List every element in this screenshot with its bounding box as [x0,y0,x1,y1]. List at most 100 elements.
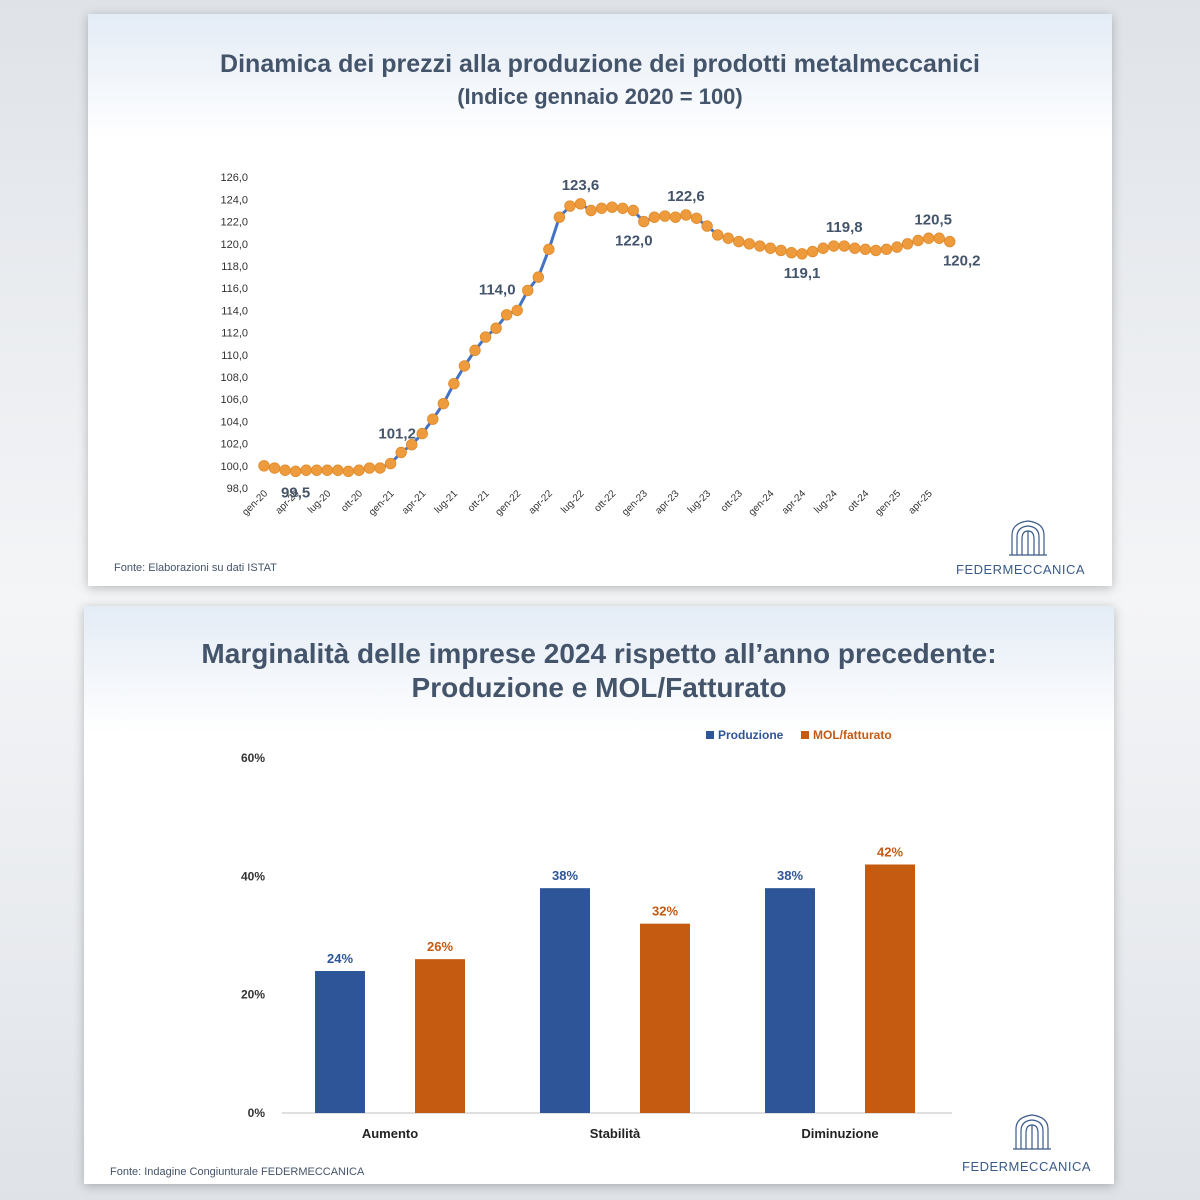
data-point [701,220,713,232]
data-point [311,464,323,476]
bar-value-label: 24% [327,951,353,966]
data-point [300,464,312,476]
bar-value-label: 38% [552,868,578,883]
data-point [342,465,355,478]
data-point [754,240,766,252]
legend-label: Produzione [718,728,784,742]
x-tick-label: gen-21 [367,488,397,518]
data-point [796,248,808,260]
data-point [595,202,608,214]
data-label: 122,6 [667,188,705,205]
margins-slide: Marginalità delle imprese 2024 rispetto … [84,606,1114,1184]
bar-chart-title: Marginalità delle imprese 2024 rispetto … [201,638,997,669]
brand-name: FEDERMECCANICA [962,1159,1092,1174]
data-point [859,243,872,256]
data-point [617,202,629,214]
data-point [406,439,418,451]
data-point [574,198,587,210]
data-label: 119,8 [826,219,863,236]
data-point [891,241,903,253]
price-index-line-chart: 98,0 100,0 102,0 104,0 106,0 108,0 110,0 112,0 1… [220,172,981,518]
y-tick-label: 20% [241,988,265,1002]
legend-label: MOL/fatturato [813,728,892,742]
bar-value-label: 38% [777,868,803,883]
data-point [458,360,471,372]
data-label: 120,5 [914,211,952,228]
data-point [838,240,850,252]
bar-produzione [315,971,365,1113]
price-index-slide: Dinamica dei prezzi alla produzione dei … [88,14,1112,586]
data-point [279,464,291,476]
y-tick-label: 106,0 [220,394,248,406]
data-point [733,235,745,248]
x-tick-label: lug-22 [559,488,587,516]
data-label: 99,5 [281,484,310,501]
category-label: Stabilità [590,1126,641,1141]
data-point [564,200,576,212]
data-point [690,212,703,224]
y-tick-label: 104,0 [220,416,248,428]
data-point [553,211,566,223]
data-point [627,204,639,217]
margins-bar-chart: 0% 20% 40% 60% 24% 38% 38% 26% 32% 42% Aumento Stab… [241,728,952,1141]
data-label: 120,2 [943,253,981,270]
data-point [321,464,334,476]
x-tick-label: ott-21 [466,488,492,514]
data-point [775,244,787,257]
data-point [638,215,650,228]
y-tick-label: 100,0 [220,461,248,473]
x-tick-label: apr-24 [780,488,809,517]
x-tick-label: gen-24 [747,488,777,518]
data-label: 122,0 [615,233,653,250]
x-tick-label: ott-24 [846,488,872,514]
data-point [743,238,756,250]
data-point [268,462,281,474]
x-tick-label: gen-22 [494,488,524,518]
x-tick-label: lug-24 [812,488,840,516]
x-tick-label: ott-20 [339,488,365,514]
data-point [363,462,376,474]
y-tick-label: 60% [241,751,265,765]
x-tick-label: lug-23 [686,488,714,516]
data-point [933,232,945,244]
y-tick-label: 40% [241,869,265,883]
federmeccanica-logo-icon [1009,520,1047,556]
federmeccanica-logo-icon [1013,1114,1051,1150]
data-point [395,446,407,459]
y-tick-label: 0% [248,1106,266,1120]
data-point [680,209,692,221]
data-point [543,243,555,256]
y-tick-label: 122,0 [220,217,248,229]
data-point [384,457,397,470]
bar-mol-fatturato [415,959,465,1113]
data-point [870,244,882,257]
x-tick-label: apr-25 [907,488,936,517]
bar-value-label: 32% [652,904,678,919]
y-tick-label: 108,0 [220,372,248,384]
data-point [332,464,344,476]
bar-mol-fatturato [865,864,915,1113]
data-point [912,234,924,247]
data-point [922,232,935,244]
bar-produzione [765,888,815,1113]
y-tick-label: 120,0 [220,239,248,251]
data-point [479,331,492,343]
data-point [289,465,302,478]
data-point [659,210,671,222]
data-point [585,204,597,217]
legend-swatch [801,731,809,739]
data-point [469,344,481,357]
x-tick-label: lug-21 [433,488,461,516]
data-label: 123,6 [562,177,600,194]
data-label: 119,1 [784,265,821,282]
data-label: 101,2 [378,425,416,442]
data-point [522,284,534,297]
data-point [437,397,450,410]
y-tick-label: 116,0 [221,283,248,295]
data-point [849,242,861,254]
x-tick-label: ott-23 [719,488,745,514]
data-point [448,377,460,390]
data-point [606,201,618,213]
y-tick-label: 112,0 [221,328,248,340]
data-point [880,243,893,256]
